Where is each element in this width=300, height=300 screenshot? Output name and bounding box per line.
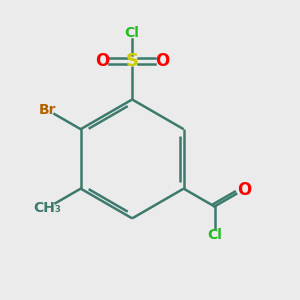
- Text: Br: Br: [38, 103, 56, 117]
- Text: O: O: [155, 52, 169, 70]
- Text: O: O: [95, 52, 110, 70]
- Text: CH₃: CH₃: [33, 201, 61, 215]
- Text: Cl: Cl: [125, 26, 140, 40]
- Text: Cl: Cl: [207, 228, 222, 242]
- Text: O: O: [237, 181, 251, 199]
- Text: S: S: [126, 52, 139, 70]
